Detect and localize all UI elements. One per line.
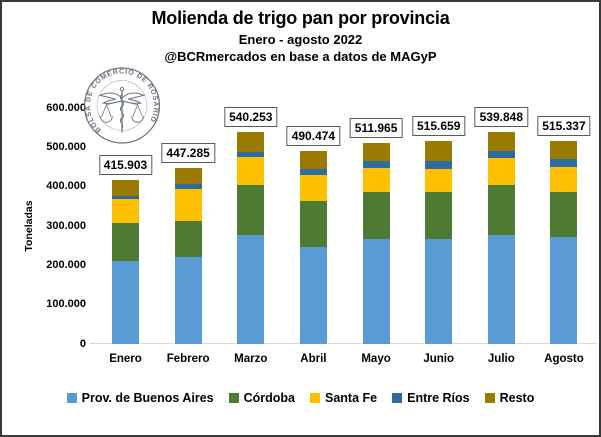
total-label: 447.285 xyxy=(161,143,215,164)
bar-segment xyxy=(487,158,515,186)
bar-segment xyxy=(362,142,390,162)
bar-segment xyxy=(112,222,139,261)
bar-segment xyxy=(174,184,202,190)
bar-segment xyxy=(237,131,265,153)
bar-segment xyxy=(174,220,202,258)
legend-swatch-icon xyxy=(310,393,320,403)
bar-segment xyxy=(425,160,453,169)
bar-segment xyxy=(112,261,139,344)
x-axis-label: Junio xyxy=(423,353,455,365)
legend-label: Prov. de Buenos Aires xyxy=(81,391,214,405)
bar-segment xyxy=(237,152,265,158)
chart-subtitle: Enero - agosto 2022 xyxy=(238,32,363,47)
bcr-logo: BOLSA DE COMERCIO DE ROSARIO xyxy=(83,67,161,144)
bar-segment xyxy=(237,157,265,185)
total-label: 540.253 xyxy=(224,106,278,127)
bar-segment xyxy=(425,238,453,344)
y-tick-label: 600.000 xyxy=(46,101,86,114)
bar-segment xyxy=(237,235,265,344)
legend-item: Córdoba xyxy=(228,391,295,405)
bar-segment xyxy=(299,168,327,176)
bar-segment xyxy=(487,131,515,151)
legend-label: Córdoba xyxy=(243,391,295,405)
x-axis-label: Abril xyxy=(300,353,327,365)
bar-segment xyxy=(112,199,139,223)
legend-label: Resto xyxy=(499,391,535,405)
x-axis-line xyxy=(90,343,597,344)
bar-segment xyxy=(425,141,453,161)
bar-segment xyxy=(299,200,327,248)
bar-segment xyxy=(174,257,202,344)
bar-segment xyxy=(425,168,453,192)
legend-item: Santa Fe xyxy=(310,391,377,405)
bar-segment xyxy=(550,167,578,192)
chart-attribution: @BCRmercados en base a datos de MAGyP xyxy=(164,49,437,64)
total-label: 490.474 xyxy=(286,126,341,147)
bar-segment xyxy=(487,150,515,159)
bar-segment xyxy=(237,184,265,236)
bar-segment xyxy=(174,189,202,221)
bar-segment xyxy=(550,237,578,344)
total-label: 539.848 xyxy=(474,106,529,127)
legend-label: Entre Ríos xyxy=(407,391,470,405)
x-axis-label: Febrero xyxy=(166,353,210,365)
bar-segment xyxy=(362,161,390,168)
bar-segment xyxy=(299,151,327,169)
x-axis-label: Julio xyxy=(487,353,515,365)
total-label: 515.337 xyxy=(537,116,591,137)
bar-segment xyxy=(550,159,578,167)
bar-segment xyxy=(299,247,327,344)
chart-title: Molienda de trigo pan por provincia xyxy=(151,8,450,28)
legend-label: Santa Fe xyxy=(325,391,378,405)
legend-swatch-icon xyxy=(392,393,403,403)
x-axis-label: Enero xyxy=(109,353,142,365)
bar-segment xyxy=(550,141,578,160)
bar-segment xyxy=(487,185,515,235)
bar-segment xyxy=(112,180,139,196)
total-label: 511.965 xyxy=(349,117,403,138)
y-tick-label: 0 xyxy=(79,337,86,350)
bar-segment xyxy=(487,234,515,344)
bar-segment xyxy=(362,238,390,344)
legend-item: Entre Ríos xyxy=(392,391,470,405)
legend-item: Prov. de Buenos Aires xyxy=(66,391,214,405)
y-tick-label: 100.000 xyxy=(46,298,86,311)
bar-segment xyxy=(112,195,139,200)
total-label: 515.659 xyxy=(411,116,466,137)
bar-segment xyxy=(425,191,453,239)
bar-segment xyxy=(174,168,202,185)
total-label: 415.903 xyxy=(98,155,153,176)
y-tick-label: 400.000 xyxy=(46,180,86,193)
x-axis-label: Marzo xyxy=(234,353,268,365)
legend-swatch-icon xyxy=(228,393,239,403)
bar-segment xyxy=(550,191,578,238)
y-tick-label: 300.000 xyxy=(46,219,86,232)
x-axis-label: Agosto xyxy=(544,353,584,365)
caduceus-scales-icon xyxy=(98,86,146,133)
x-axis-label: Mayo xyxy=(361,353,391,365)
bar-segment xyxy=(362,167,390,193)
y-tick-label: 200.000 xyxy=(46,258,86,271)
legend-swatch-icon xyxy=(66,393,77,403)
bar-segment xyxy=(299,175,327,201)
legend-swatch-icon xyxy=(484,393,495,403)
legend: Prov. de Buenos Aires Córdoba Santa Fe Entr… xyxy=(2,391,599,405)
y-tick-label: 500.000 xyxy=(46,140,86,153)
legend-item: Resto xyxy=(484,391,535,405)
bar-segment xyxy=(362,192,390,239)
